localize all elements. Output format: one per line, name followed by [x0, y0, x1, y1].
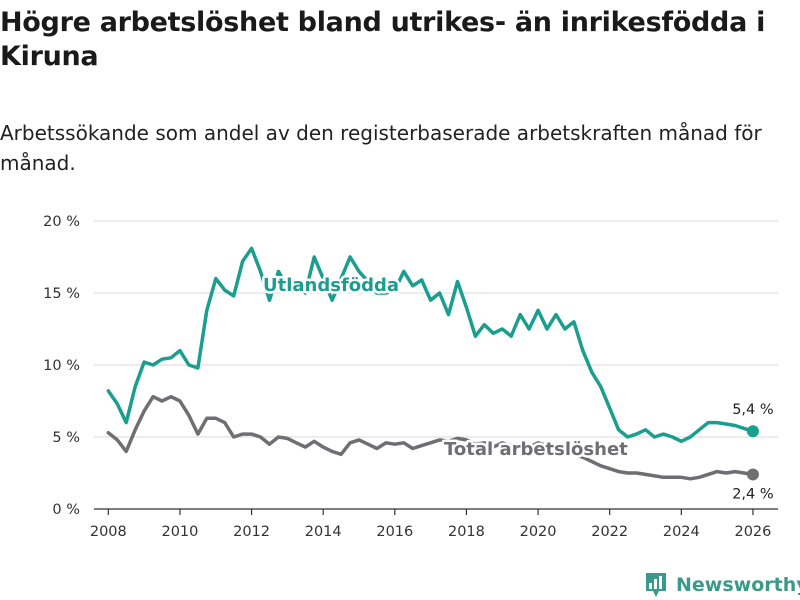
chart-subtitle: Arbetssökande som andel av den registerb…: [0, 121, 762, 175]
series-line-total: [106, 394, 755, 481]
series-line-utlandsfodda: [106, 246, 755, 444]
series-label-total: Total arbetslöshet: [444, 439, 628, 460]
newsworthy-logo: Newsworthy: [644, 570, 800, 600]
y-axis-ticks: 0 % 5 % 10 % 15 % 20 %: [43, 214, 80, 518]
end-value-label-utlandsfodda: 5,4 %: [732, 402, 773, 418]
y-tick-label: 0 %: [52, 502, 80, 518]
x-axis: 2008 2010 2012 2014 2016 2018 2020 2022 2024 2026: [90, 508, 778, 540]
series-lines: [106, 246, 759, 481]
chart-title: Högre arbetslöshet bland utrikes- än inr…: [0, 7, 766, 72]
newsworthy-logo-icon: [646, 573, 666, 597]
y-tick-label: 20 %: [43, 214, 80, 230]
series-label-utlandsfodda: Utlandsfödda: [263, 275, 399, 296]
series-end-point: [746, 468, 759, 481]
series-labels: Utlandsfödda Total arbetslöshet 5,4 % 2,4 %: [261, 273, 774, 503]
grid-lines: [94, 220, 778, 438]
series-end-point: [746, 425, 759, 438]
y-tick-label: 5 %: [52, 430, 80, 446]
y-tick-label: 10 %: [43, 358, 80, 374]
x-tick-label: 2018: [448, 524, 485, 540]
x-tick-label: 2020: [520, 524, 557, 540]
x-tick-label: 2010: [161, 524, 198, 540]
x-tick-label: 2014: [305, 524, 342, 540]
x-tick-label: 2024: [663, 524, 700, 540]
x-tick-label: 2016: [376, 524, 413, 540]
x-tick-label: 2012: [233, 524, 270, 540]
brand-name: Newsworthy: [676, 574, 800, 596]
x-tick-label: 2008: [90, 524, 127, 540]
y-tick-label: 15 %: [43, 286, 80, 302]
x-tick-label: 2026: [734, 524, 771, 540]
x-tick-label: 2022: [591, 524, 628, 540]
end-value-label-total: 2,4 %: [732, 486, 773, 502]
